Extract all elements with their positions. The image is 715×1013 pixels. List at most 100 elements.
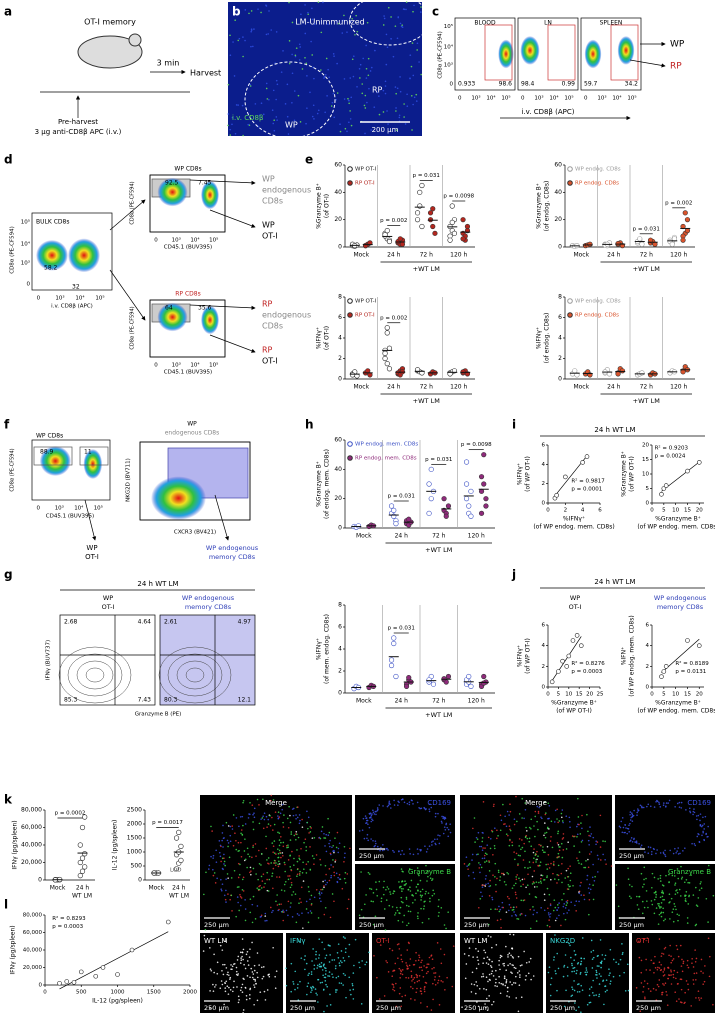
fluorescence — [447, 911, 449, 913]
fluorescence — [493, 847, 496, 850]
speckle — [273, 129, 276, 132]
x-tick-label: 5 — [662, 692, 666, 698]
fluorescence — [504, 984, 507, 987]
fluorescence — [237, 862, 240, 865]
y-tick-label: 0 — [138, 877, 142, 884]
flow-tick: 0 — [36, 506, 40, 512]
fluorescence — [466, 865, 468, 868]
fluorescence — [517, 955, 520, 958]
fluorescence — [332, 844, 334, 847]
label: 64 — [165, 305, 173, 312]
fluorescence — [496, 985, 498, 988]
fluorescence — [496, 837, 498, 840]
fluorescence — [305, 908, 308, 910]
data-point — [386, 345, 393, 351]
speckle — [327, 68, 329, 71]
fluorescence — [535, 861, 537, 863]
fluorescence — [643, 866, 646, 869]
micrograph — [228, 2, 422, 136]
fluorescence — [676, 891, 679, 894]
fluorescence — [601, 960, 603, 962]
fluorescence — [246, 975, 249, 977]
fluorescence — [213, 971, 215, 974]
fluorescence — [349, 989, 351, 991]
fluorescence — [315, 958, 317, 960]
fluorescence — [521, 913, 523, 915]
fluorescence — [373, 813, 376, 815]
fluorescence — [346, 873, 349, 875]
fluorescence — [535, 920, 538, 922]
fluorescence — [543, 909, 546, 912]
x-tick-label: 2000 — [183, 990, 197, 996]
micrograph — [372, 933, 455, 1013]
data-point — [460, 236, 466, 242]
fluorescence — [685, 809, 687, 811]
fluorescence — [617, 905, 620, 908]
fluorescence — [608, 968, 610, 970]
fluorescence — [561, 881, 563, 884]
fluorescence — [541, 849, 544, 851]
fluorescence — [658, 903, 660, 905]
speckle — [313, 77, 315, 80]
legend-marker — [347, 166, 353, 172]
fluorescence — [530, 978, 532, 981]
fluorescence — [255, 983, 257, 985]
fluorescence — [476, 1001, 478, 1003]
fluorescence — [222, 973, 225, 976]
fluorescence — [676, 948, 679, 951]
fluorescence — [408, 803, 411, 806]
fluorescence — [296, 849, 298, 851]
speckle — [288, 1, 290, 4]
fluorescence — [509, 828, 511, 831]
fluorescence — [641, 806, 643, 809]
y-axis-label: %IFNγ⁺ — [316, 327, 323, 349]
speckle — [254, 103, 257, 105]
speckle — [231, 123, 233, 126]
flow-tick: 10³ — [471, 95, 480, 102]
fluorescence — [378, 880, 381, 883]
speckle — [238, 37, 241, 40]
y-tick-label: 40 — [334, 189, 342, 196]
fluorescence — [309, 831, 312, 833]
speckle — [412, 10, 414, 13]
fluorescence — [334, 859, 337, 861]
fluorescence — [294, 970, 297, 973]
fluorescence — [691, 842, 693, 845]
fluorescence — [484, 878, 487, 880]
label: WT LM — [169, 893, 189, 900]
y-tick-label: 0 — [338, 525, 342, 532]
speckle — [275, 79, 278, 82]
fluorescence — [369, 813, 371, 815]
fluorescence — [533, 882, 535, 884]
fluorescence — [491, 898, 494, 901]
fluorescence — [494, 908, 497, 910]
fluorescence — [566, 888, 569, 890]
fluorescence — [546, 868, 549, 870]
speckle — [304, 32, 307, 35]
fluorescence — [692, 983, 695, 985]
fluorescence — [314, 988, 317, 990]
fluorescence — [407, 941, 410, 944]
fluorescence — [393, 851, 395, 853]
fluorescence — [585, 967, 588, 969]
fluorescence — [511, 909, 514, 911]
fluorescence — [590, 939, 593, 942]
fluorescence — [294, 893, 297, 895]
fluorescence — [630, 837, 633, 839]
fluorescence — [337, 943, 340, 945]
fluorescence — [635, 987, 638, 989]
y-tick-label: 2000 — [127, 821, 142, 828]
fluorescence — [223, 863, 225, 865]
speckle — [250, 28, 253, 30]
fluorescence — [390, 807, 392, 809]
speckle — [385, 63, 388, 66]
fluorescence — [412, 895, 415, 897]
fluorescence — [409, 958, 412, 960]
data-point — [460, 217, 466, 223]
fluorescence — [467, 868, 469, 870]
fluorescence — [533, 886, 536, 888]
fluorescence — [358, 966, 361, 969]
fluorescence — [489, 837, 492, 840]
fluorescence — [325, 873, 327, 876]
fluorescence — [642, 985, 645, 988]
